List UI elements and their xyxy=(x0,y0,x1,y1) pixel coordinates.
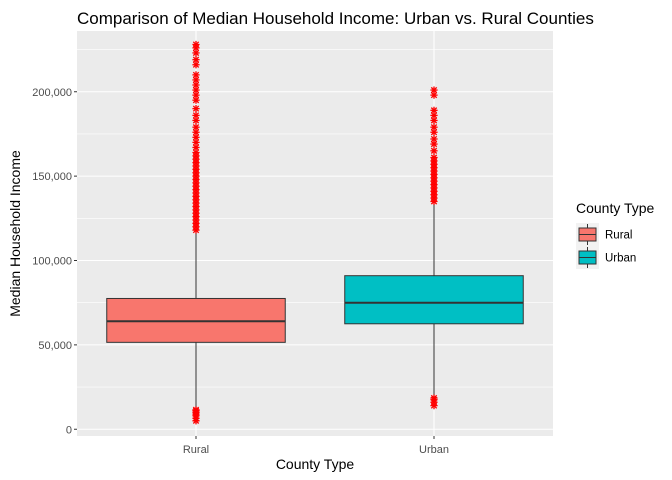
outlier-point xyxy=(430,153,438,162)
outlier-point xyxy=(192,56,200,64)
x-axis: Rural Urban xyxy=(183,436,449,456)
outlier-stroke xyxy=(430,112,438,119)
outlier-point xyxy=(430,135,438,143)
outlier-stroke xyxy=(192,97,200,104)
outlier-stroke xyxy=(192,71,200,79)
outlier-point xyxy=(192,116,200,125)
outlier-point xyxy=(430,86,438,94)
y-tick-label: 200,000 xyxy=(32,87,72,99)
x-axis-title: County Type xyxy=(276,456,355,472)
outlier-stroke xyxy=(430,107,438,114)
outlier-stroke xyxy=(192,76,200,84)
outlier-point xyxy=(192,105,200,113)
y-tick-label: 100,000 xyxy=(32,256,72,268)
outlier-stroke xyxy=(192,149,200,156)
outlier-point xyxy=(430,106,438,114)
legend-key-rural xyxy=(576,223,599,246)
box-urban xyxy=(344,86,524,410)
outlier-stroke xyxy=(192,134,200,141)
outlier-stroke xyxy=(192,105,200,112)
legend-label: Rural xyxy=(605,230,632,242)
legend-key-urban xyxy=(576,246,599,269)
outlier-stroke xyxy=(192,117,200,124)
outlier-stroke xyxy=(192,81,200,89)
chart-title: Comparison of Median Household Income: U… xyxy=(77,9,594,28)
outlier-stroke xyxy=(192,91,200,99)
outlier-point xyxy=(192,133,200,141)
outlier-stroke xyxy=(430,86,438,94)
outlier-stroke xyxy=(192,144,200,151)
outlier-stroke xyxy=(192,56,200,63)
outlier-point xyxy=(430,147,438,155)
box-layer xyxy=(106,40,524,425)
outlier-stroke xyxy=(192,124,200,131)
outlier-point xyxy=(430,91,438,99)
outlier-stroke xyxy=(430,394,438,402)
box-iqr xyxy=(344,275,524,325)
outlier-stroke xyxy=(192,61,200,68)
outlier-stroke xyxy=(430,124,438,131)
legend-label: Urban xyxy=(605,253,636,265)
y-tick-label: 150,000 xyxy=(32,171,72,183)
outlier-point xyxy=(192,111,200,119)
outlier-stroke xyxy=(430,147,438,154)
box-rural xyxy=(106,40,286,425)
plot-panel xyxy=(77,31,553,436)
y-tick-label: 0 xyxy=(66,424,72,436)
outlier-stroke xyxy=(192,406,200,414)
outlier-stroke xyxy=(192,49,200,57)
y-axis: 0 50,000 100,000 150,000 200,000 xyxy=(32,87,77,436)
x-tick-label: Rural xyxy=(183,444,209,456)
outlier-point xyxy=(192,406,200,414)
outlier-stroke xyxy=(192,112,200,119)
outlier-point xyxy=(192,123,200,131)
outlier-point xyxy=(430,123,438,131)
outlier-stroke xyxy=(192,41,200,48)
y-tick-label: 50,000 xyxy=(38,340,72,352)
outlier-stroke xyxy=(430,154,438,161)
outlier-point xyxy=(192,49,200,57)
outlier-point xyxy=(430,394,438,402)
outlier-stroke xyxy=(430,135,438,143)
outlier-stroke xyxy=(430,129,438,136)
legend-title: County Type xyxy=(576,200,655,216)
outlier-point xyxy=(192,71,200,79)
outlier-point xyxy=(192,143,200,152)
legend: County Type Rural Urban xyxy=(576,200,655,269)
y-axis-title: Median Household Income xyxy=(7,150,23,317)
outlier-stroke xyxy=(192,139,200,146)
outlier-stroke xyxy=(430,91,438,99)
outlier-stroke xyxy=(430,117,438,124)
outlier-stroke xyxy=(430,140,438,148)
outlier-stroke xyxy=(192,129,200,136)
outlier-stroke xyxy=(192,86,200,94)
x-tick-label: Urban xyxy=(419,444,449,456)
outlier-point xyxy=(192,40,200,49)
